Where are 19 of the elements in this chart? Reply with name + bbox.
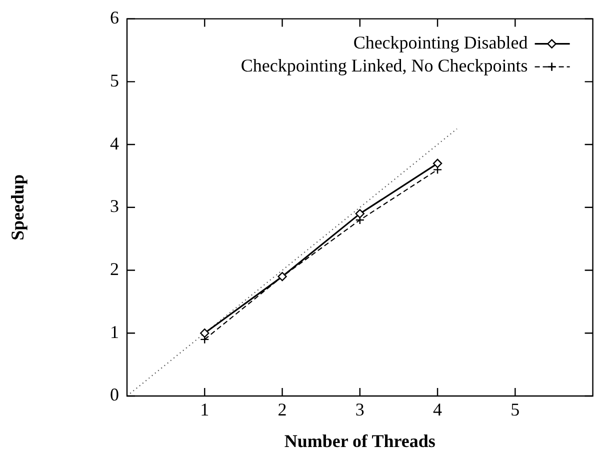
point	[200, 328, 210, 338]
point	[432, 158, 442, 168]
x-tick-label: 2	[278, 400, 287, 420]
y-tick-label: 0	[110, 384, 119, 405]
x-tick-label: 4	[433, 400, 442, 420]
legend-label: Checkpointing Linked, No Checkpoints	[240, 56, 528, 76]
y-tick-label: 6	[110, 8, 119, 28]
x-tick-label: 1	[200, 400, 210, 420]
y-tick-label: 1	[110, 322, 119, 342]
y-tick-label: 4	[110, 133, 119, 154]
point	[355, 209, 364, 218]
y-axis-title: Speedup	[7, 174, 28, 240]
y-tick-label: 2	[110, 259, 119, 279]
y-tick-label: 3	[110, 196, 119, 216]
legend-label: Checkpointing Disabled	[353, 32, 528, 53]
y-tick-label: 5	[110, 70, 119, 90]
x-axis-title: Number of Threads	[284, 430, 436, 451]
x-tick-label: 5	[510, 400, 520, 420]
x-tick-label: 3	[355, 400, 364, 420]
